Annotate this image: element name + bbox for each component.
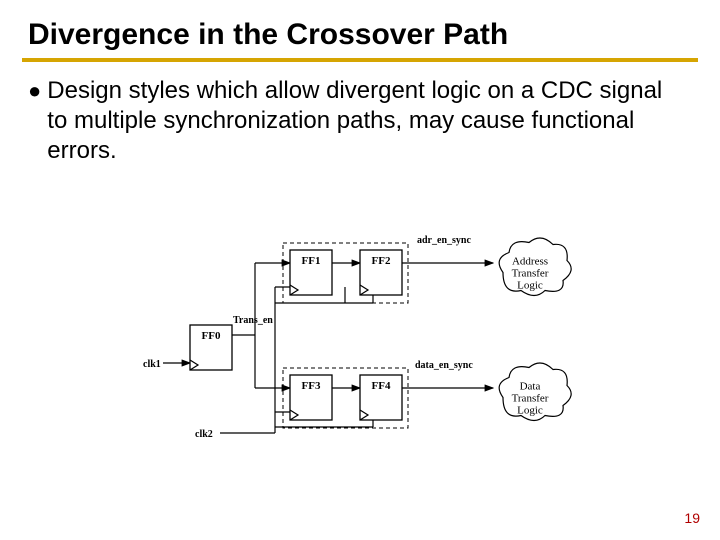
svg-text:FF3: FF3 <box>302 380 321 392</box>
svg-text:Transfer: Transfer <box>512 393 549 405</box>
svg-text:FF1: FF1 <box>302 255 321 267</box>
crossover-diagram: FF0FF1FF2FF3FF4AddressTransferLogicDataT… <box>135 215 595 460</box>
svg-text:FF2: FF2 <box>372 255 391 267</box>
svg-text:clk2: clk2 <box>195 429 213 440</box>
svg-text:adr_en_sync: adr_en_sync <box>417 235 471 246</box>
svg-text:Trans_en: Trans_en <box>233 315 273 326</box>
page-number: 19 <box>684 510 700 526</box>
svg-text:Address: Address <box>512 256 548 268</box>
bullet-icon: ● <box>28 76 41 106</box>
body-bullet: ● Design styles which allow divergent lo… <box>0 76 720 166</box>
svg-text:FF0: FF0 <box>202 330 221 342</box>
svg-text:Logic: Logic <box>517 405 543 417</box>
svg-text:FF4: FF4 <box>372 380 391 392</box>
svg-text:data_en_sync: data_en_sync <box>415 360 473 371</box>
svg-text:Logic: Logic <box>517 280 543 292</box>
title-underline <box>22 58 698 62</box>
svg-text:Transfer: Transfer <box>512 268 549 280</box>
bullet-text: Design styles which allow divergent logi… <box>47 76 688 166</box>
svg-text:Data: Data <box>520 381 541 393</box>
svg-text:clk1: clk1 <box>143 359 161 370</box>
slide-title: Divergence in the Crossover Path <box>0 0 720 58</box>
